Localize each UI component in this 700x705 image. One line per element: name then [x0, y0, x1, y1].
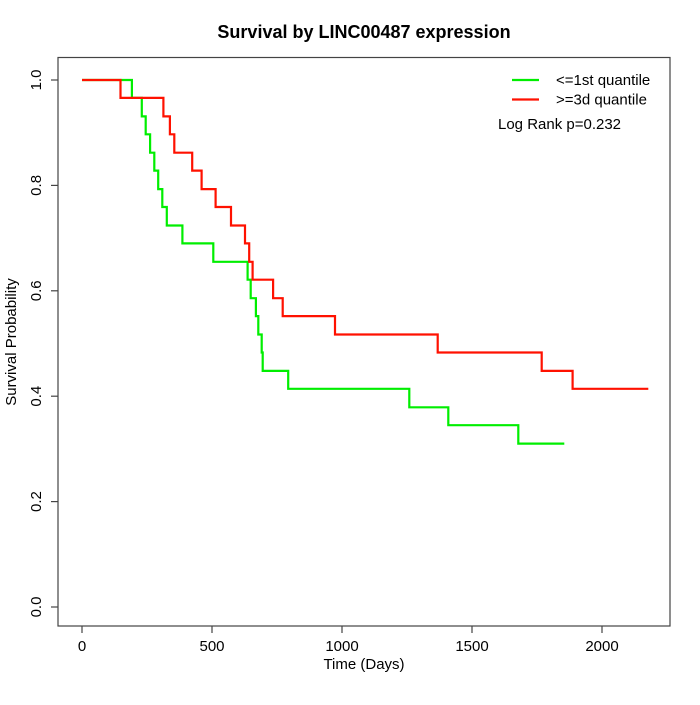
km-curve-low-expression — [82, 78, 565, 445]
survival-curves — [82, 78, 649, 445]
y-axis-ticks: 0.0 0.2 0.4 0.6 0.8 1.0 — [28, 70, 58, 618]
y-tick-label-0.8: 0.8 — [28, 175, 45, 196]
y-tick-label-0.0: 0.0 — [28, 597, 45, 618]
x-axis-label: Time (Days) — [323, 656, 404, 673]
y-axis-label: Survival Probability — [3, 278, 20, 406]
y-tick-label-0.6: 0.6 — [28, 280, 45, 301]
x-tick-label-500: 500 — [199, 638, 224, 655]
legend-label-high-expression: >=3d quantile — [556, 92, 647, 109]
y-tick-label-0.2: 0.2 — [28, 491, 45, 512]
plot-title: Survival by LINC00487 expression — [217, 22, 510, 42]
legend-label-low-expression: <=1st quantile — [556, 72, 650, 89]
x-tick-label-1000: 1000 — [325, 638, 358, 655]
x-axis-ticks: 0 500 1000 1500 2000 — [78, 626, 619, 655]
x-tick-label-2000: 2000 — [585, 638, 618, 655]
x-tick-label-0: 0 — [78, 638, 86, 655]
logrank-pvalue-annotation: Log Rank p=0.232 — [498, 116, 621, 133]
x-tick-label-1500: 1500 — [455, 638, 488, 655]
legend: <=1st quantile >=3d quantile Log Rank p=… — [498, 72, 650, 133]
km-curve-high-expression — [82, 78, 649, 390]
plot-area-border — [57, 56, 671, 627]
y-tick-label-1.0: 1.0 — [28, 70, 45, 91]
y-tick-label-0.4: 0.4 — [28, 386, 45, 407]
